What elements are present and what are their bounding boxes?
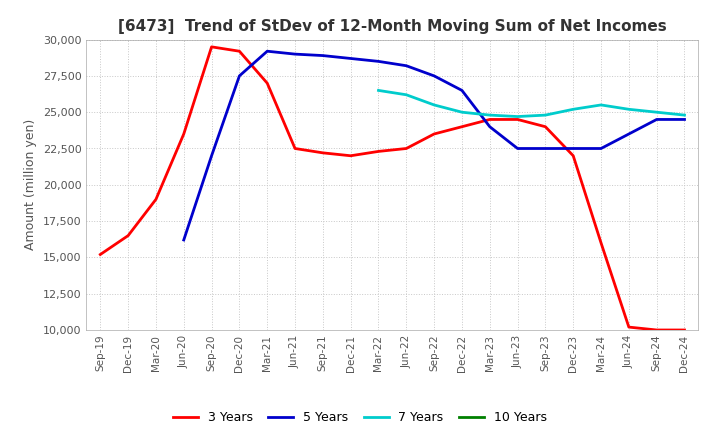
5 Years <box>346 56 355 61</box>
7 Years <box>374 88 383 93</box>
3 Years <box>346 153 355 158</box>
3 Years <box>624 324 633 330</box>
Line: 7 Years: 7 Years <box>379 90 685 117</box>
5 Years <box>318 53 327 58</box>
5 Years <box>485 124 494 129</box>
5 Years <box>652 117 661 122</box>
7 Years <box>569 106 577 112</box>
3 Years <box>263 81 271 86</box>
3 Years <box>374 149 383 154</box>
7 Years <box>652 110 661 115</box>
7 Years <box>402 92 410 97</box>
3 Years <box>541 124 550 129</box>
3 Years <box>652 327 661 333</box>
5 Years <box>569 146 577 151</box>
5 Years <box>458 88 467 93</box>
5 Years <box>513 146 522 151</box>
3 Years <box>430 131 438 136</box>
7 Years <box>513 114 522 119</box>
3 Years <box>124 233 132 238</box>
3 Years <box>235 48 243 54</box>
5 Years <box>235 73 243 78</box>
7 Years <box>430 102 438 107</box>
3 Years <box>569 153 577 158</box>
7 Years <box>597 102 606 107</box>
3 Years <box>458 124 467 129</box>
5 Years <box>680 117 689 122</box>
5 Years <box>207 153 216 158</box>
5 Years <box>402 63 410 68</box>
3 Years <box>680 327 689 333</box>
3 Years <box>597 240 606 246</box>
Legend: 3 Years, 5 Years, 7 Years, 10 Years: 3 Years, 5 Years, 7 Years, 10 Years <box>168 407 552 429</box>
5 Years <box>597 146 606 151</box>
3 Years <box>207 44 216 49</box>
3 Years <box>318 150 327 155</box>
5 Years <box>291 51 300 57</box>
3 Years <box>291 146 300 151</box>
3 Years <box>152 197 161 202</box>
5 Years <box>374 59 383 64</box>
7 Years <box>485 113 494 118</box>
7 Years <box>458 110 467 115</box>
3 Years <box>96 252 104 257</box>
3 Years <box>485 117 494 122</box>
3 Years <box>402 146 410 151</box>
Y-axis label: Amount (million yen): Amount (million yen) <box>24 119 37 250</box>
Title: [6473]  Trend of StDev of 12-Month Moving Sum of Net Incomes: [6473] Trend of StDev of 12-Month Moving… <box>118 19 667 34</box>
3 Years <box>513 117 522 122</box>
5 Years <box>430 73 438 78</box>
5 Years <box>624 131 633 136</box>
5 Years <box>179 237 188 242</box>
7 Years <box>624 106 633 112</box>
7 Years <box>541 113 550 118</box>
3 Years <box>179 131 188 136</box>
5 Years <box>263 48 271 54</box>
5 Years <box>541 146 550 151</box>
7 Years <box>680 113 689 118</box>
Line: 5 Years: 5 Years <box>184 51 685 240</box>
Line: 3 Years: 3 Years <box>100 47 685 330</box>
